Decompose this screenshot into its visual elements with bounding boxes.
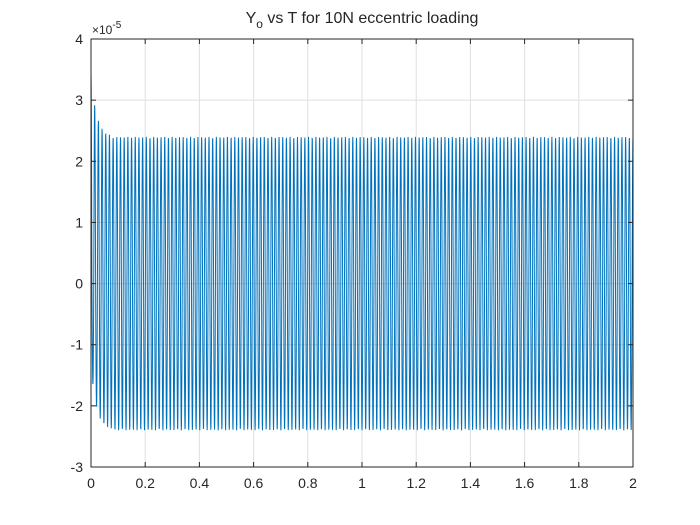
title-subscript: o bbox=[256, 17, 263, 31]
title-rest: vs T for 10N eccentric loading bbox=[263, 10, 479, 27]
series-line bbox=[90, 72, 634, 431]
y-exponent: ×10-5 bbox=[92, 20, 122, 37]
y-tick-label: 4 bbox=[75, 31, 83, 47]
chart-title: Yo vs T for 10N eccentric loading bbox=[246, 10, 479, 31]
x-tick-label: 1.2 bbox=[406, 475, 426, 491]
x-tick-label: 0.2 bbox=[135, 475, 155, 491]
x-tick-label: 1.8 bbox=[569, 475, 589, 491]
y-tick-label: 1 bbox=[75, 214, 83, 230]
x-tick-label: 1 bbox=[358, 475, 366, 491]
y-exponent-power: -5 bbox=[112, 20, 121, 31]
y-tick-label: -3 bbox=[71, 459, 84, 475]
x-tick-label: 1.6 bbox=[515, 475, 535, 491]
x-tick-label: 0 bbox=[87, 475, 95, 491]
x-tick-label: 2 bbox=[629, 475, 637, 491]
x-tick-label: 0.6 bbox=[244, 475, 264, 491]
y-tick-label: -2 bbox=[71, 398, 84, 414]
y-tick-label: -1 bbox=[71, 337, 84, 353]
x-tick-label: 0.8 bbox=[298, 475, 318, 491]
series-line-group bbox=[90, 72, 634, 431]
y-axis-ticks: -3 -2 -1 0 1 2 3 4 bbox=[71, 31, 633, 475]
y-tick-label: 3 bbox=[75, 92, 83, 108]
x-axis-ticks: 0 0.2 0.4 0.6 0.8 1 1.2 1.4 1.6 1.8 2 bbox=[87, 39, 637, 491]
title-main: Y bbox=[246, 10, 257, 27]
y-exponent-base: ×10 bbox=[92, 23, 113, 37]
x-tick-label: 0.4 bbox=[190, 475, 210, 491]
y-tick-label: 2 bbox=[75, 153, 83, 169]
x-tick-label: 1.4 bbox=[461, 475, 481, 491]
y-tick-label: 0 bbox=[75, 276, 83, 292]
